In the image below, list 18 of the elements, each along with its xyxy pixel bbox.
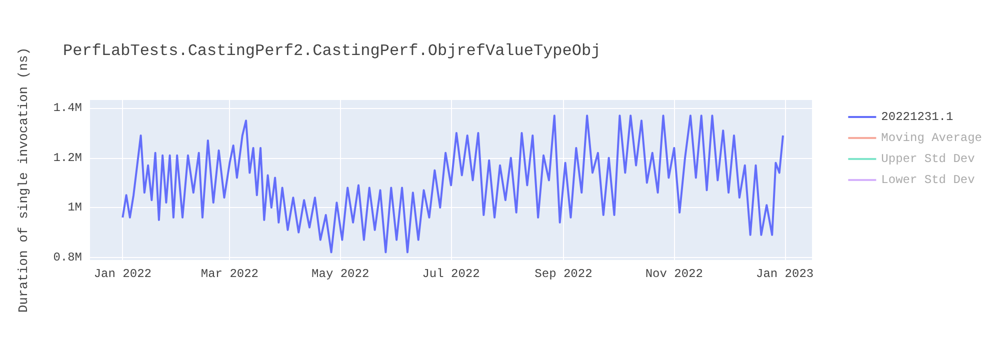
- line-series: [122, 114, 784, 254]
- legend-label: Lower Std Dev: [881, 173, 975, 187]
- y-tick-label: 1M: [68, 200, 82, 215]
- chart-title: PerfLabTests.CastingPerf2.CastingPerf.ObjrefValueTypeObj: [63, 42, 601, 60]
- x-tick-label: Jan 2023: [756, 267, 814, 281]
- x-tick-label: Mar 2022: [200, 267, 258, 281]
- x-tick-label: May 2022: [312, 267, 370, 281]
- x-tick-label: Sep 2022: [534, 267, 592, 281]
- legend-label: Moving Average: [881, 131, 982, 145]
- y-tick-label: 1.2M: [53, 150, 82, 165]
- y-tick-label: 1.4M: [53, 101, 82, 116]
- legend-label: Upper Std Dev: [881, 152, 975, 166]
- y-axis-title: Duration of single invocation (ns): [16, 47, 31, 313]
- x-tick-label: Jul 2022: [422, 267, 480, 281]
- legend-label: 20221231.1: [881, 110, 954, 124]
- y-tick-label: 0.8M: [53, 250, 82, 264]
- x-tick-label: Nov 2022: [645, 267, 703, 281]
- x-tick-label: Jan 2022: [94, 267, 152, 281]
